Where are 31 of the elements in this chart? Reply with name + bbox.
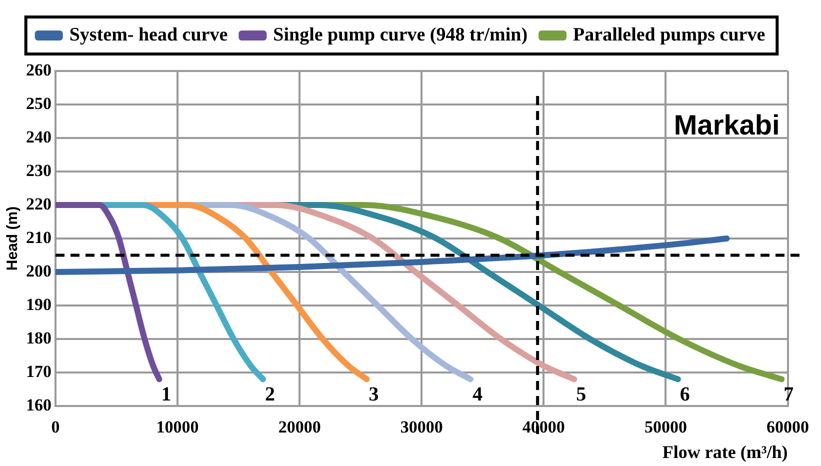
y-tick-label: 190: [26, 294, 52, 314]
x-tick-label: 0: [51, 418, 60, 437]
annotation: 4: [472, 383, 482, 406]
legend-label: Paralleled pumps curve: [573, 24, 766, 46]
x-tick-label: 40000: [522, 418, 565, 437]
annotation: Markabi: [674, 110, 780, 141]
legend-label: System- head curve: [69, 24, 228, 46]
annotation: 7: [784, 383, 794, 406]
annotation: 6: [680, 383, 690, 406]
y-tick-label: 170: [26, 362, 52, 381]
annotation: 3: [368, 383, 379, 406]
y-tick-label: 250: [26, 94, 52, 113]
y-tick-label: 230: [26, 160, 52, 180]
y-axis-title: Head (m): [4, 206, 22, 271]
y-tick-label: 220: [26, 194, 52, 214]
x-axis-title: Flow rate (m³/h): [662, 442, 788, 462]
annotation: 5: [576, 383, 586, 406]
y-tick-label: 200: [26, 261, 52, 280]
annotation: 1: [161, 383, 172, 406]
x-tick-label: 50000: [644, 418, 687, 437]
y-tick-label: 210: [26, 228, 52, 247]
x-tick-label: 30000: [400, 418, 443, 437]
x-tick-label: 10000: [156, 418, 199, 437]
y-tick-label: 240: [26, 127, 52, 146]
x-tick-label: 20000: [278, 418, 321, 437]
y-tick-label: 260: [26, 60, 52, 80]
annotation: 2: [264, 383, 275, 406]
y-tick-label: 180: [26, 328, 52, 348]
x-tick-label: 60000: [766, 418, 809, 437]
y-tick-label: 160: [26, 395, 52, 414]
legend-label: Single pump curve (948 tr/min): [273, 24, 528, 46]
